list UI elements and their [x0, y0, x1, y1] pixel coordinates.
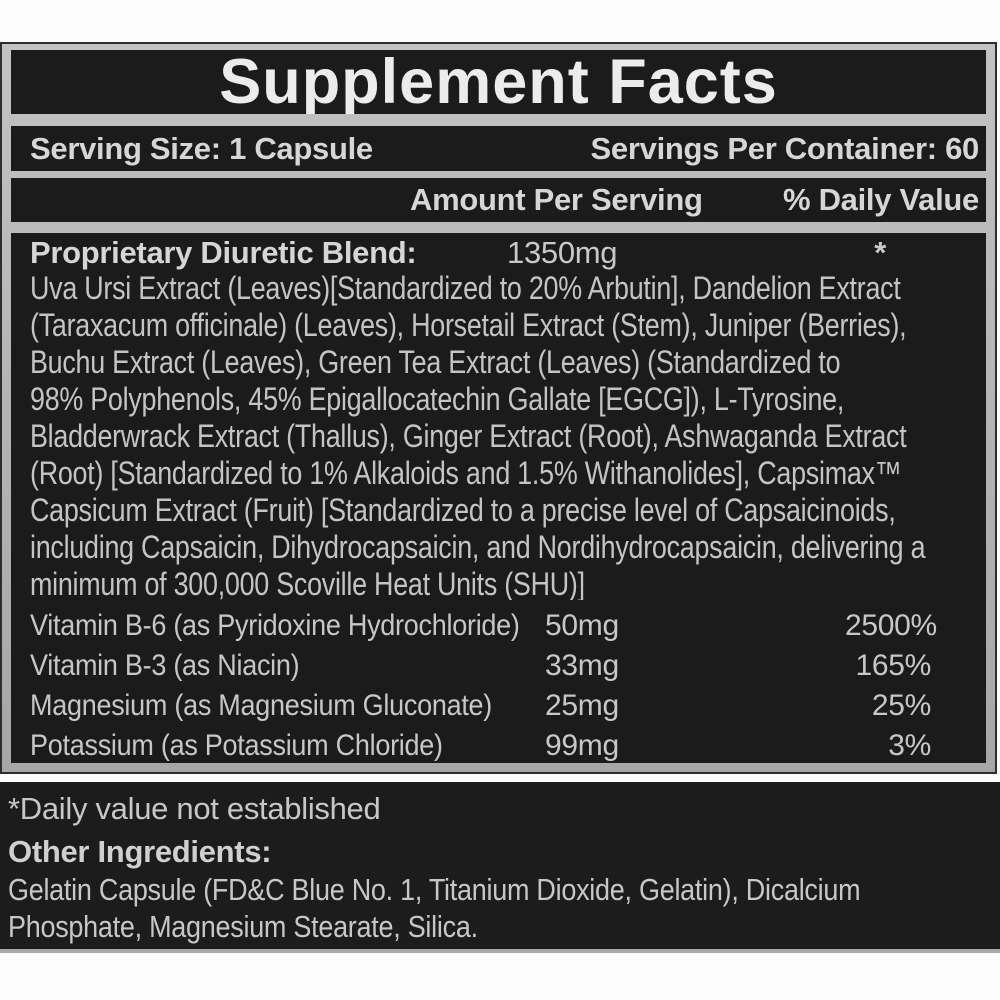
- nutrient-daily-value: 3%: [888, 729, 931, 762]
- other-ingredients-line: Phosphate, Magnesium Stearate, Silica.: [8, 909, 478, 944]
- other-ingredients-list: Gelatin Capsule (FD&C Blue No. 1, Titani…: [8, 871, 1000, 945]
- daily-value-footnote: *Daily value not established: [8, 791, 381, 826]
- blend-description-line: (Taraxacum officinale) (Leaves), Horseta…: [30, 307, 907, 343]
- blend-description: Uva Ursi Extract (Leaves)[Standardized t…: [30, 270, 986, 600]
- table-row: Magnesium (as Magnesium Gluconate) 25mg …: [30, 686, 986, 726]
- nutrient-amount: 50mg: [545, 609, 619, 642]
- table-row: Vitamin B-6 (as Pyridoxine Hydrochloride…: [30, 606, 986, 646]
- table-row: Vitamin B-3 (as Niacin) 33mg 165%: [30, 646, 986, 686]
- blend-description-line: 98% Polyphenols, 45% Epigallocatechin Ga…: [30, 381, 845, 417]
- blend-description-line: minimum of 300,000 Scoville Heat Units (…: [30, 566, 585, 600]
- column-header-row: Amount Per Serving % Daily Value: [11, 178, 986, 222]
- blend-daily-value-asterisk: *: [874, 235, 886, 270]
- other-ingredients-line: Gelatin Capsule (FD&C Blue No. 1, Titani…: [8, 872, 861, 907]
- blend-description-line: (Root) [Standardized to 1% Alkaloids and…: [30, 455, 902, 491]
- blend-description-line: Buchu Extract (Leaves), Green Tea Extrac…: [30, 344, 841, 380]
- supplement-facts-table: Supplement Facts Serving Size: 1 Capsule…: [0, 42, 997, 774]
- nutrient-name: Vitamin B-3 (as Niacin): [30, 649, 300, 682]
- nutrient-amount: 33mg: [545, 649, 619, 682]
- blend-amount: 1350mg: [507, 235, 618, 270]
- page-title: Supplement Facts: [219, 50, 778, 114]
- nutrient-name: Magnesium (as Magnesium Gluconate): [30, 689, 493, 722]
- other-ingredients-label: Other Ingredients:: [8, 834, 272, 869]
- table-row: Potassium (as Potassium Chloride) 99mg 3…: [30, 726, 986, 763]
- serving-size-text: Serving Size: 1 Capsule: [30, 130, 373, 166]
- nutrient-daily-value: 25%: [871, 689, 931, 722]
- blend-header-row: Proprietary Diuretic Blend: 1350mg *: [30, 235, 986, 270]
- amount-per-serving-header: Amount Per Serving: [410, 182, 703, 217]
- nutrient-daily-value: 165%: [855, 649, 931, 682]
- nutrient-amount: 99mg: [545, 729, 619, 762]
- title-bar: Supplement Facts: [11, 50, 986, 114]
- nutrient-name: Potassium (as Potassium Chloride): [30, 729, 443, 762]
- servings-per-container-text: Servings Per Container: 60: [590, 130, 980, 166]
- blend-description-line: Bladderwrack Extract (Thallus), Ginger E…: [30, 418, 907, 454]
- blend-description-line: including Capsaicin, Dihydrocapsaicin, a…: [30, 529, 926, 565]
- serving-info-row: Serving Size: 1 Capsule Servings Per Con…: [11, 126, 986, 171]
- proprietary-blend-section: Proprietary Diuretic Blend: 1350mg * Uva…: [11, 233, 986, 600]
- nutrient-rows-section: Vitamin B-6 (as Pyridoxine Hydrochloride…: [11, 600, 986, 763]
- daily-value-header: % Daily Value: [783, 182, 979, 217]
- blend-description-line: Capsicum Extract (Fruit) [Standardized t…: [30, 492, 896, 528]
- nutrient-amount: 25mg: [545, 689, 619, 722]
- blend-description-line: Uva Ursi Extract (Leaves)[Standardized t…: [30, 270, 901, 306]
- blend-name: Proprietary Diuretic Blend:: [30, 235, 417, 270]
- nutrient-daily-value: 2500%: [845, 609, 937, 642]
- label-footer: *Daily value not established Other Ingre…: [0, 782, 1000, 953]
- nutrient-name: Vitamin B-6 (as Pyridoxine Hydrochloride…: [30, 609, 520, 642]
